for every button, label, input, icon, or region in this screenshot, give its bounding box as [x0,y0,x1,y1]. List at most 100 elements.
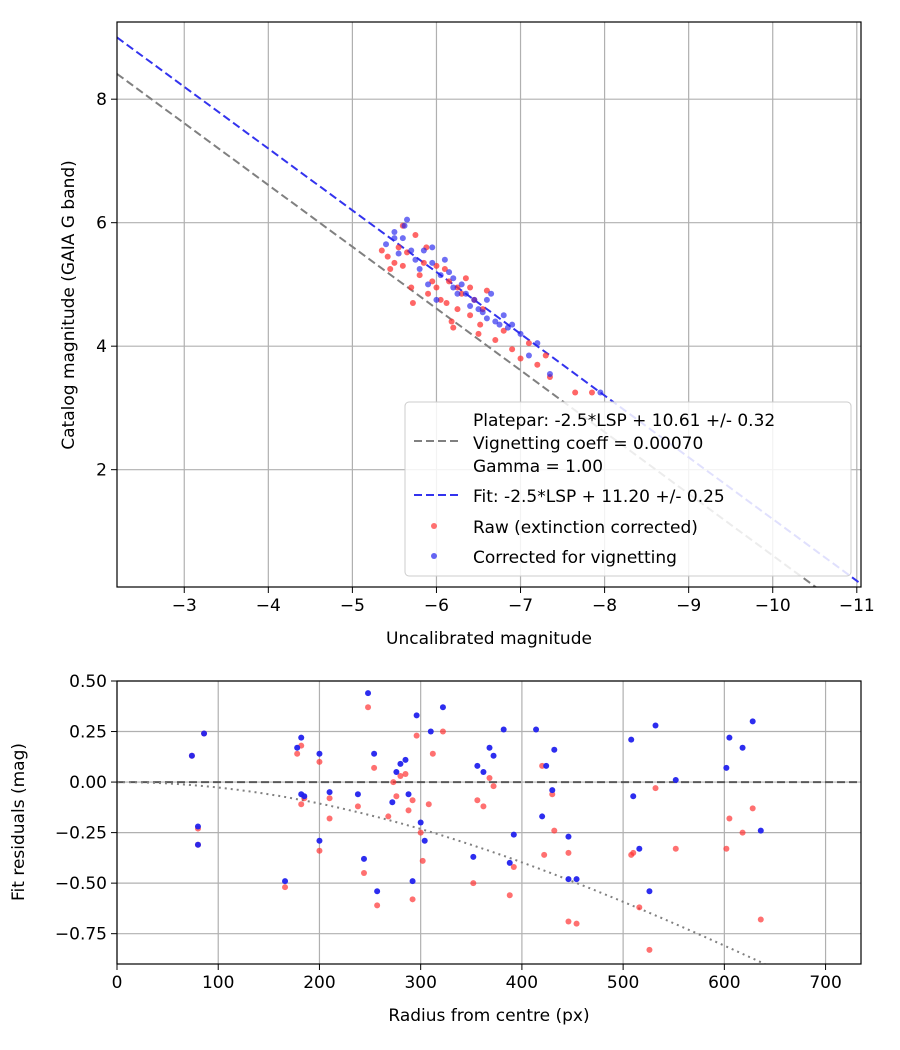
corrected-point [441,256,448,263]
raw-point [467,284,474,291]
raw-residual-point [326,815,333,822]
bottom-xtick-label: 700 [809,973,841,993]
corrected-point [420,247,427,254]
corrected-point [429,259,436,266]
top-xtick-label: −8 [592,596,617,616]
raw-point [429,278,436,285]
residuals-plot-xlabel: Radius from centre (px) [388,1006,589,1026]
raw-residual-point [474,797,481,804]
corrected-residual-point [282,878,289,885]
raw-residual-point [726,815,733,822]
raw-point [448,318,455,325]
raw-point [433,284,440,291]
corrected-residual-point [757,827,764,834]
magnitude-plot-points [378,216,604,396]
raw-point [425,290,432,297]
raw-residual-point [354,803,361,810]
legend-raw-label: Raw (extinction corrected) [473,518,698,538]
raw-point [395,244,402,251]
bottom-xtick-label: 600 [708,973,740,993]
raw-residual-point [541,851,548,858]
corrected-residual-point [405,791,412,798]
raw-point [412,232,419,239]
corrected-residual-point [749,718,756,725]
corrected-residual-point [371,750,378,757]
corrected-residual-point [573,876,580,883]
residuals-plot-points [188,690,764,953]
corrected-residual-point [500,726,507,733]
bottom-ytick-label: 0.50 [69,672,107,692]
legend-fit-label: Fit: -2.5*LSP + 11.20 +/- 0.25 [473,487,725,507]
legend-platepar-line1: Platepar: -2.5*LSP + 10.61 +/- 0.32 [473,411,775,431]
corrected-residual-point [533,726,540,733]
corrected-point [483,315,490,322]
corrected-residual-point [539,813,546,820]
corrected-residual-point [409,878,416,885]
raw-point [420,259,427,266]
top-xtick-label: −4 [256,596,281,616]
top-xtick-label: −9 [676,596,701,616]
raw-point [572,389,579,396]
corrected-point [462,290,469,297]
corrected-point [450,275,457,282]
corrected-point [475,306,482,313]
corrected-residual-point [354,791,361,798]
corrected-residual-point [397,760,404,767]
corrected-point [383,241,390,248]
raw-residual-point [646,946,653,953]
corrected-point [458,281,465,288]
raw-residual-point [652,785,659,792]
corrected-residual-point [652,722,659,729]
corrected-point [504,324,511,331]
legend: Platepar: -2.5*LSP + 10.61 +/- 0.32 Vign… [404,401,852,577]
residuals-plot-ticks: 0 100 200 300 400 500 600 700 0.50 0.25 0.00 −0.25 −… [55,672,842,993]
residuals-plot-frame [116,680,862,965]
corrected-residual-point [630,793,637,800]
raw-point [462,275,469,282]
raw-residual-point [739,829,746,836]
corrected-point [500,312,507,319]
raw-residual-point [374,902,381,909]
bottom-xtick-label: 500 [607,973,639,993]
magnitude-plot-ticks: −3 −4 −5 −6 −7 −8 −9 −10 −11 2 4 6 8 [96,90,875,616]
raw-residual-point [425,801,432,808]
corrected-point [483,296,490,303]
raw-residual-point [636,904,643,911]
top-xtick-label: −6 [424,596,449,616]
corrected-residual-point [188,752,195,759]
raw-residual-point [409,797,416,804]
raw-residual-point [409,896,416,903]
raw-point [409,299,416,306]
corrected-point [546,370,553,377]
raw-point [387,265,394,272]
residuals-plot-grid [116,680,861,964]
raw-residual-point [672,845,679,852]
bottom-xtick-label: 400 [506,973,538,993]
raw-residual-point [551,827,558,834]
corrected-point [492,318,499,325]
raw-residual-point [294,750,301,757]
raw-point [408,284,415,291]
corrected-residual-point [298,734,305,741]
corrected-point [391,228,398,235]
corrected-residual-point [393,768,400,775]
corrected-point [446,269,453,276]
raw-residual-point [413,732,420,739]
corrected-residual-point [549,787,556,794]
corrected-residual-point [470,853,477,860]
raw-point [441,265,448,272]
raw-residual-point [419,857,426,864]
raw-residual-point [365,704,372,711]
top-xtick-label: −5 [340,596,365,616]
legend-platepar-line3: Gamma = 1.00 [473,457,603,477]
corrected-residual-point [739,744,746,751]
raw-residual-point [486,775,493,782]
raw-residual-point [429,750,436,757]
top-ytick-label: 6 [96,214,107,234]
corrected-residual-point [374,888,381,895]
corrected-point [429,244,436,251]
corrected-residual-point [723,764,730,771]
raw-point [454,306,461,313]
corrected-residual-point [194,823,201,830]
